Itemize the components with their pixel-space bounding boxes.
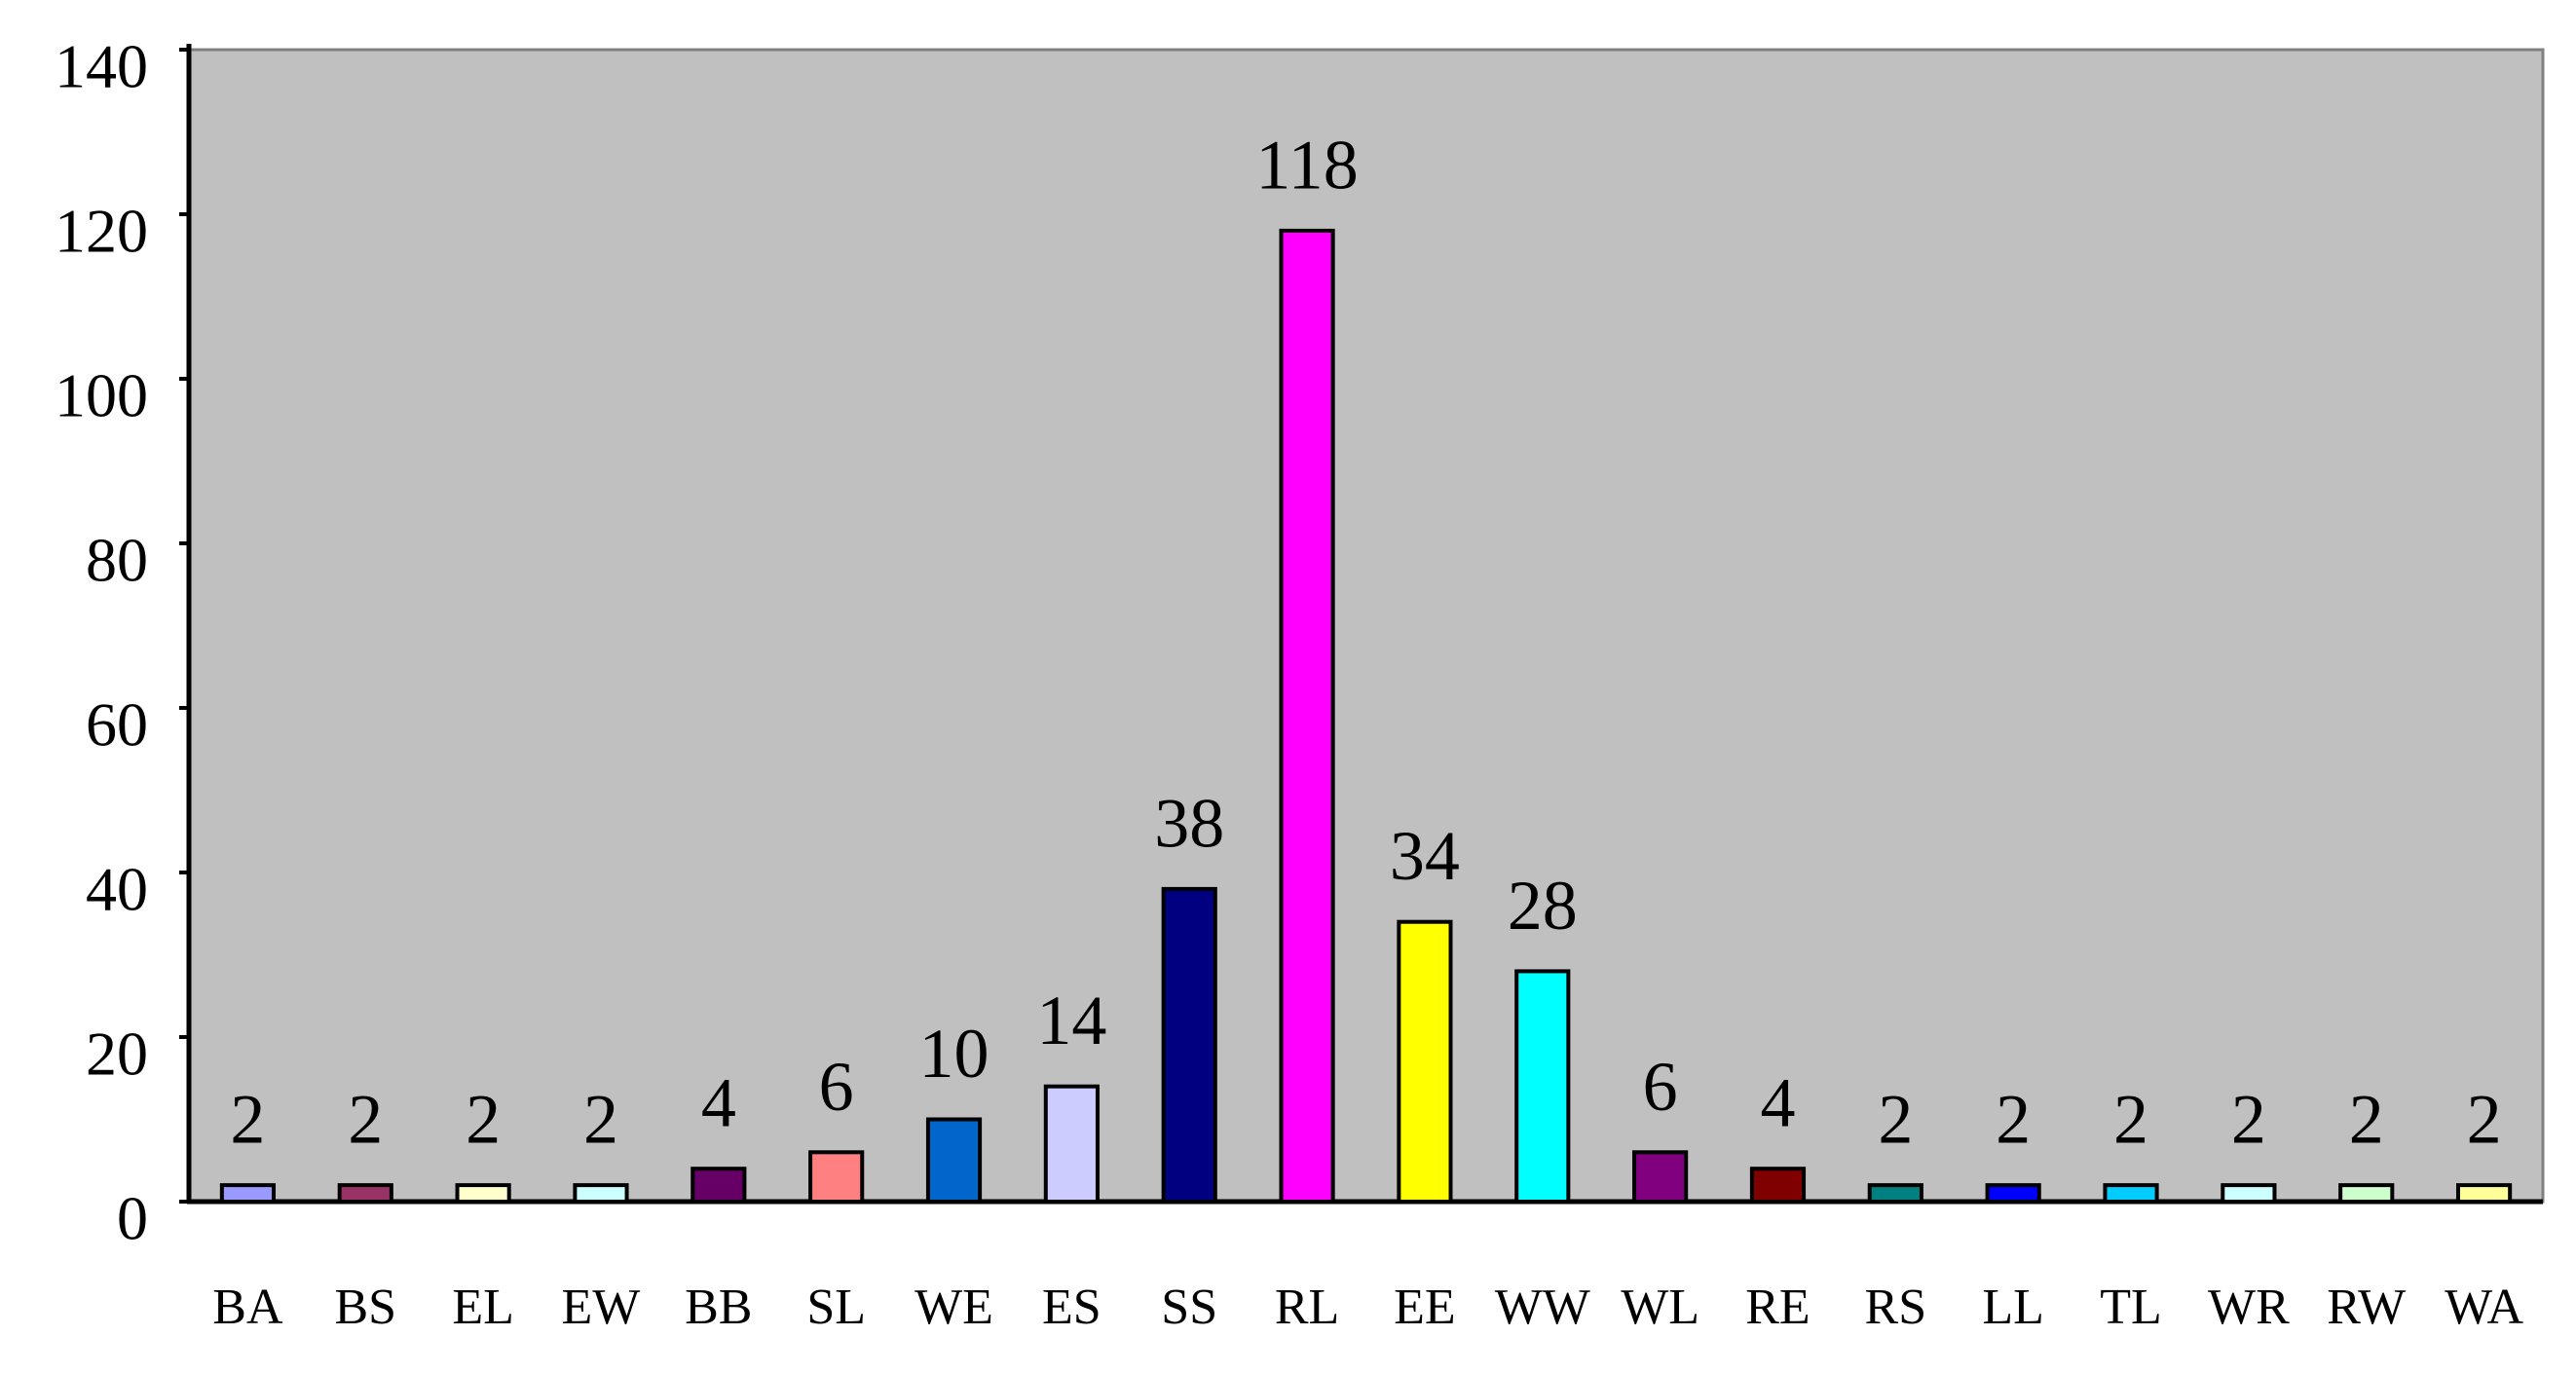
bar: [2221, 1183, 2277, 1204]
bar: [691, 1167, 747, 1204]
data-label: 2: [2467, 1081, 2502, 1159]
bar: [573, 1183, 629, 1204]
x-tick-label: SL: [806, 1280, 866, 1335]
bar: [1279, 228, 1335, 1204]
data-label: 38: [1154, 784, 1224, 862]
x-tick-label: EE: [1394, 1280, 1456, 1335]
data-label: 2: [230, 1081, 265, 1159]
y-tick-label: 120: [55, 197, 148, 266]
y-tick-label: 0: [117, 1184, 148, 1253]
x-tick-label: WW: [1495, 1280, 1590, 1335]
x-tick-label: EL: [452, 1280, 514, 1335]
bar: [1043, 1084, 1100, 1204]
x-tick-label: SS: [1161, 1280, 1217, 1335]
data-label: 2: [2231, 1081, 2266, 1159]
data-label: 2: [1996, 1081, 2031, 1159]
x-tick-label: WR: [2208, 1280, 2290, 1335]
bar: [808, 1150, 865, 1205]
bar: [219, 1183, 277, 1204]
y-tick-label: 100: [55, 361, 148, 430]
x-tick-label: LL: [1982, 1280, 2044, 1335]
data-label: 6: [819, 1048, 854, 1126]
x-tick-label: ES: [1042, 1280, 1101, 1335]
data-label: 4: [701, 1064, 736, 1142]
data-label: 28: [1508, 867, 1578, 945]
bar: [455, 1183, 511, 1204]
data-label: 10: [919, 1015, 989, 1093]
bar: [2338, 1183, 2395, 1204]
data-label: 34: [1390, 817, 1460, 895]
x-tick-label: RW: [2327, 1280, 2406, 1335]
y-tick-label: 60: [86, 690, 148, 760]
x-tick-label: EW: [562, 1280, 641, 1335]
bar: [1397, 919, 1453, 1204]
bar: [2103, 1183, 2159, 1204]
data-label: 4: [1760, 1064, 1795, 1142]
x-tick-label: WE: [915, 1280, 993, 1335]
x-tick-label: RL: [1275, 1280, 1339, 1335]
bar: [1749, 1167, 1807, 1204]
data-label: 2: [466, 1081, 501, 1159]
bar: [1632, 1150, 1689, 1205]
data-label: 2: [583, 1081, 618, 1159]
x-tick-label: RS: [1865, 1280, 1927, 1335]
data-label: 2: [348, 1081, 383, 1159]
data-label: 2: [2113, 1081, 2148, 1159]
x-tick-label: TL: [2100, 1280, 2162, 1335]
y-tick-label: 140: [55, 32, 148, 101]
data-label: 6: [1643, 1048, 1678, 1126]
x-tick-label: WA: [2445, 1280, 2523, 1335]
bar: [1161, 886, 1217, 1205]
y-tick-label: 40: [86, 855, 148, 924]
x-tick-label: BA: [212, 1280, 283, 1335]
data-label: 2: [1878, 1081, 1913, 1159]
bar: [1985, 1183, 2041, 1204]
data-label: 118: [1255, 126, 1358, 204]
bar: [337, 1183, 393, 1204]
bar: [2455, 1183, 2513, 1204]
x-tick-label: BS: [334, 1280, 396, 1335]
bar: [1867, 1183, 1923, 1204]
bar: [925, 1117, 983, 1204]
y-tick-label: 80: [86, 526, 148, 595]
x-tick-label: RE: [1745, 1280, 1810, 1335]
bar: [1514, 969, 1571, 1205]
x-tick-label: BB: [685, 1280, 752, 1335]
x-tick-label: WL: [1621, 1280, 1699, 1335]
data-label: 2: [2349, 1081, 2384, 1159]
data-label: 14: [1036, 982, 1106, 1059]
y-tick-label: 20: [86, 1020, 148, 1089]
plot-area: [187, 48, 2545, 1204]
